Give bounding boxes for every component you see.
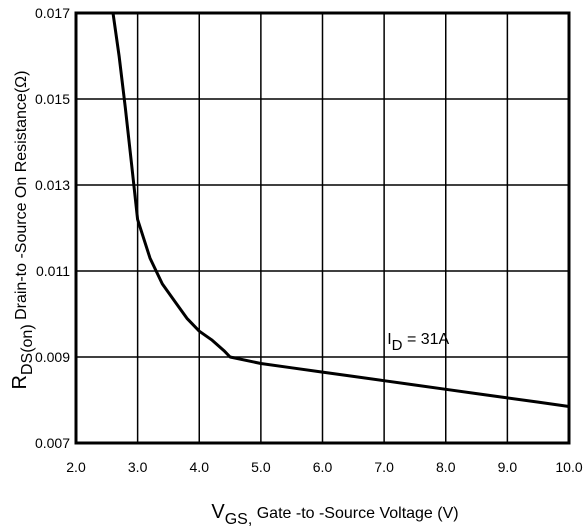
x-tick-label-1: 3.0: [128, 459, 148, 475]
current-annotation: ID = 31A: [387, 331, 449, 354]
x-axis-label-sub: GS,: [225, 511, 253, 528]
grid: [76, 13, 569, 443]
x-tick-labels: 2.0 3.0 4.0 5.0 6.0 7.0 8.0 9.0 10.0: [66, 459, 583, 475]
y-axis-label-main: R: [9, 375, 31, 389]
y-tick-label-5: 0.017: [35, 5, 70, 21]
y-axis-label: RDS(on) Drain-to -Source On Resistance(Ω…: [9, 71, 36, 390]
y-tick-label-2: 0.011: [36, 263, 70, 279]
y-tick-label-0: 0.007: [35, 435, 70, 451]
x-tick-label-6: 8.0: [436, 459, 456, 475]
x-tick-label-2: 4.0: [190, 459, 210, 475]
x-tick-label-5: 7.0: [374, 459, 394, 475]
annotation-rest: = 31A: [403, 331, 450, 348]
x-tick-label-0: 2.0: [66, 459, 86, 475]
plot-frame: [74, 11, 571, 445]
series-line: [111, 12, 570, 408]
y-tick-label-3: 0.013: [35, 177, 70, 193]
annotation-main: I: [387, 331, 391, 348]
x-tick-label-8: 10.0: [555, 459, 582, 475]
y-axis-label-rest: Drain-to -Source On Resistance(Ω): [13, 71, 30, 325]
x-tick-label-7: 9.0: [498, 459, 518, 475]
x-tick-label-3: 5.0: [251, 459, 271, 475]
x-axis-label-rest: Gate -to -Source Voltage (V): [252, 505, 458, 522]
x-axis-label: VGS, Gate -to -Source Voltage (V): [211, 501, 458, 528]
x-tick-label-4: 6.0: [313, 459, 333, 475]
y-tick-label-1: 0.009: [35, 349, 70, 365]
y-tick-labels: 0.007 0.009 0.011 0.013 0.015 0.017: [35, 5, 70, 451]
annotation-sub: D: [392, 337, 403, 354]
x-axis-label-main: V: [211, 501, 225, 523]
y-tick-label-4: 0.015: [35, 91, 70, 107]
y-axis-label-sub: DS(on): [19, 324, 36, 375]
